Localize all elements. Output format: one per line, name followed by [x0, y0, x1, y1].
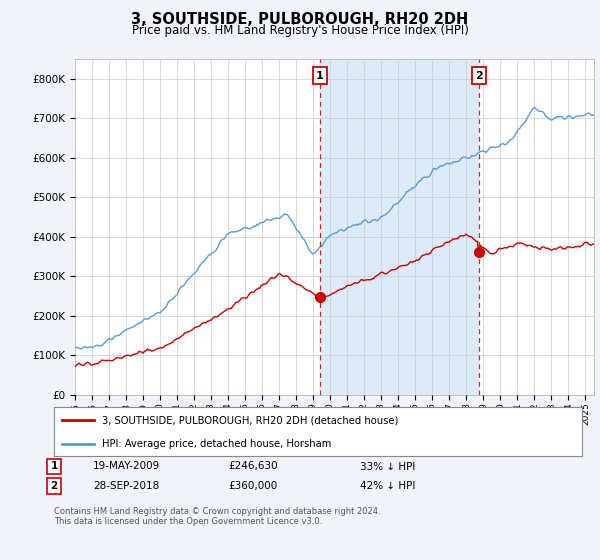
Text: 19-MAY-2009: 19-MAY-2009 [93, 461, 160, 472]
Text: £360,000: £360,000 [228, 481, 277, 491]
Text: 2: 2 [475, 71, 483, 81]
Text: 1: 1 [50, 461, 58, 472]
Text: HPI: Average price, detached house, Horsham: HPI: Average price, detached house, Hors… [101, 439, 331, 449]
Text: 1: 1 [316, 71, 323, 81]
Text: Price paid vs. HM Land Registry's House Price Index (HPI): Price paid vs. HM Land Registry's House … [131, 24, 469, 37]
Text: £246,630: £246,630 [228, 461, 278, 472]
Bar [320, 59, 479, 395]
Text: 33% ↓ HPI: 33% ↓ HPI [360, 461, 415, 472]
Text: 2: 2 [50, 481, 58, 491]
Text: 42% ↓ HPI: 42% ↓ HPI [360, 481, 415, 491]
Text: 28-SEP-2018: 28-SEP-2018 [93, 481, 159, 491]
Text: Contains HM Land Registry data © Crown copyright and database right 2024.
This d: Contains HM Land Registry data © Crown c… [54, 507, 380, 526]
Text: 3, SOUTHSIDE, PULBOROUGH, RH20 2DH: 3, SOUTHSIDE, PULBOROUGH, RH20 2DH [131, 12, 469, 27]
Text: 3, SOUTHSIDE, PULBOROUGH, RH20 2DH (detached house): 3, SOUTHSIDE, PULBOROUGH, RH20 2DH (deta… [101, 416, 398, 426]
